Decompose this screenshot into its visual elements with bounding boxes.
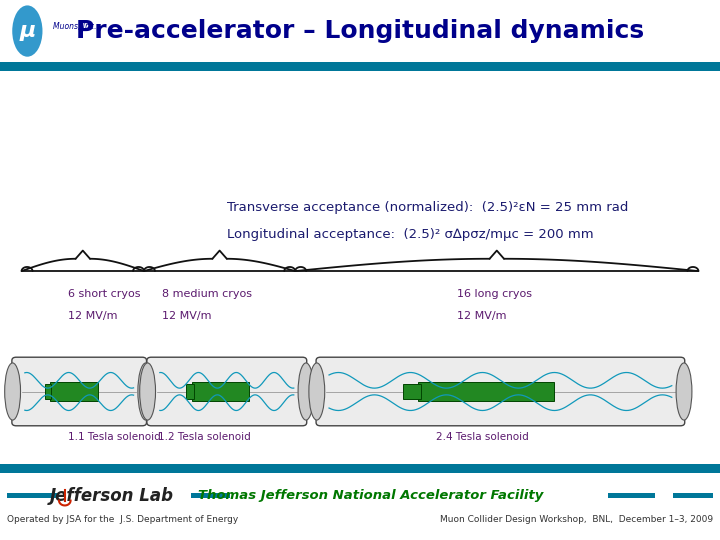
Ellipse shape (676, 363, 692, 420)
Bar (403, 384, 421, 399)
Text: Pre-accelerator – Longitudinal dynamics: Pre-accelerator – Longitudinal dynamics (76, 19, 644, 43)
Text: Muons, Inc.: Muons, Inc. (53, 22, 96, 31)
Text: μ: μ (19, 21, 35, 41)
FancyBboxPatch shape (12, 357, 147, 426)
Bar (45, 384, 52, 399)
Bar (7, 493, 58, 498)
Text: 16 long cryos: 16 long cryos (457, 289, 532, 299)
Ellipse shape (5, 363, 21, 420)
Bar (418, 382, 554, 401)
Ellipse shape (138, 363, 154, 420)
Text: 8 medium cryos: 8 medium cryos (162, 289, 252, 299)
Text: Operated by JSA for the  J.S. Department of Energy: Operated by JSA for the J.S. Department … (7, 515, 238, 524)
Bar (191, 493, 230, 498)
Bar (608, 493, 655, 498)
Ellipse shape (298, 363, 314, 420)
Bar (0, 0, 720, 62)
Text: 12 MV/m: 12 MV/m (162, 311, 212, 321)
Text: 1.2 Tesla solenoid: 1.2 Tesla solenoid (158, 433, 251, 442)
Bar (186, 384, 194, 399)
FancyBboxPatch shape (316, 357, 685, 426)
Text: 6 short cryos: 6 short cryos (68, 289, 141, 299)
Text: Thomas Jefferson National Accelerator Facility: Thomas Jefferson National Accelerator Fa… (198, 489, 544, 502)
Text: 2.4 Tesla solenoid: 2.4 Tesla solenoid (436, 433, 528, 442)
Text: 12 MV/m: 12 MV/m (457, 311, 507, 321)
Text: 12 MV/m: 12 MV/m (68, 311, 118, 321)
Ellipse shape (309, 363, 325, 420)
FancyBboxPatch shape (147, 357, 307, 426)
Text: Muon Collider Design Workshop,  BNL,  December 1–3, 2009: Muon Collider Design Workshop, BNL, Dece… (440, 515, 713, 524)
Ellipse shape (12, 5, 42, 57)
Text: Longitudinal acceptance:  (2.5)² σ∆pσz/mμc = 200 mm: Longitudinal acceptance: (2.5)² σ∆pσz/mμ… (227, 228, 593, 241)
Bar (192, 382, 249, 401)
Bar (673, 493, 713, 498)
Text: Transverse acceptance (normalized):  (2.5)²εN = 25 mm rad: Transverse acceptance (normalized): (2.5… (227, 201, 628, 214)
Text: 1.1 Tesla solenoid: 1.1 Tesla solenoid (68, 433, 161, 442)
Text: Jefferson Lab: Jefferson Lab (50, 487, 174, 505)
Bar (0, 464, 720, 472)
Bar (50, 382, 98, 401)
Ellipse shape (140, 363, 156, 420)
Bar (0, 62, 720, 71)
